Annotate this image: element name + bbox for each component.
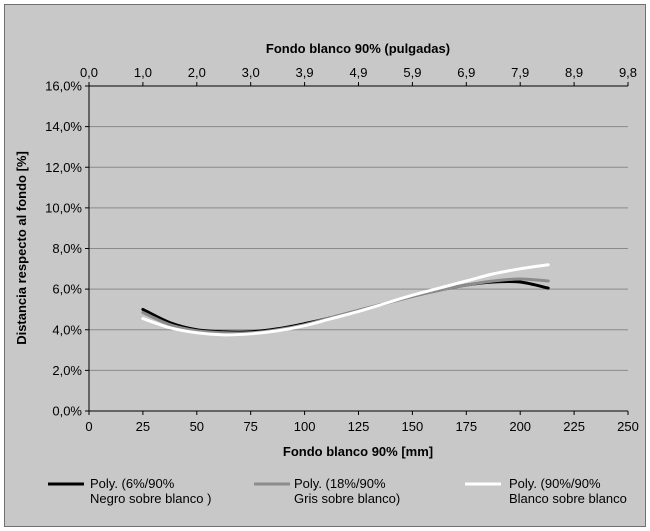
y-tick-label: 2,0%: [52, 363, 82, 378]
x-top-tick-label: 6,9: [457, 65, 475, 80]
x-tick-label: 100: [294, 419, 316, 434]
x-top-tick-label: 2,0: [188, 65, 206, 80]
x-top-tick-label: 9,8: [619, 65, 637, 80]
x-tick-label: 125: [348, 419, 370, 434]
legend: Poly. (6%/90% Negro sobre blanco ) Poly.…: [48, 476, 627, 506]
legend-label-blanco-line2: Blanco sobre blanco: [509, 491, 627, 506]
axes: [85, 82, 629, 415]
legend-label-gris-line1: Poly. (18%/90%: [294, 476, 386, 491]
series-lines: [141, 263, 550, 337]
legend-label-blanco-line1: Poly. (90%/90%: [509, 476, 601, 491]
x-top-tick-label: 5,9: [403, 65, 421, 80]
x-top-tick-label: 3,0: [242, 65, 260, 80]
y-tick-label: 8,0%: [52, 241, 82, 256]
x-top-tick-label: 1,0: [134, 65, 152, 80]
legend-label-gris-line2: Gris sobre blanco): [294, 491, 400, 506]
x-top-tick-label: 4,9: [349, 65, 367, 80]
legend-label-negro-line2: Negro sobre blanco ): [90, 491, 211, 506]
x-tick-label: 175: [455, 419, 477, 434]
legend-label-negro-line1: Poly. (6%/90%: [90, 476, 175, 491]
x-tick-label: 50: [190, 419, 204, 434]
x-tick-label: 250: [617, 419, 639, 434]
x-tick-labels: 0 25 50 75 100 125 150 175 200 225 250: [85, 419, 638, 434]
x-top-tick-label: 7,9: [511, 65, 529, 80]
y-tick-label: 14,0%: [45, 119, 82, 134]
x-tick-label: 200: [509, 419, 531, 434]
x-top-tick-labels: 0,0 1,0 2,0 3,0 3,9 4,9 5,9 6,9 7,9 8,9 9,8: [80, 65, 637, 80]
y-tick-label: 0,0%: [52, 404, 82, 419]
x-top-tick-label: 3,9: [296, 65, 314, 80]
x-axis-title: Fondo blanco 90% [mm]: [283, 444, 433, 459]
y-axis-title: Distancia respecto al fondo [%]: [14, 151, 29, 345]
x-tick-label: 225: [563, 419, 585, 434]
y-tick-label: 6,0%: [52, 282, 82, 297]
y-tick-label: 12,0%: [45, 160, 82, 175]
x-tick-label: 25: [136, 419, 150, 434]
x-tick-label: 150: [402, 419, 424, 434]
x-top-tick-label: 0,0: [80, 65, 98, 80]
y-tick-label: 10,0%: [45, 200, 82, 215]
x-tick-label: 75: [243, 419, 257, 434]
x-top-tick-label: 8,9: [565, 65, 583, 80]
y-tick-label: 4,0%: [52, 322, 82, 337]
x-tick-label: 0: [85, 419, 92, 434]
series-line-blanco: [141, 263, 550, 337]
x-top-axis-title: Fondo blanco 90% (pulgadas): [266, 41, 450, 56]
y-tick-label: 16,0%: [45, 79, 82, 94]
y-tick-labels: 0,0% 2,0% 4,0% 6,0% 8,0% 10,0% 12,0% 14,0% 16,0%: [45, 79, 82, 419]
